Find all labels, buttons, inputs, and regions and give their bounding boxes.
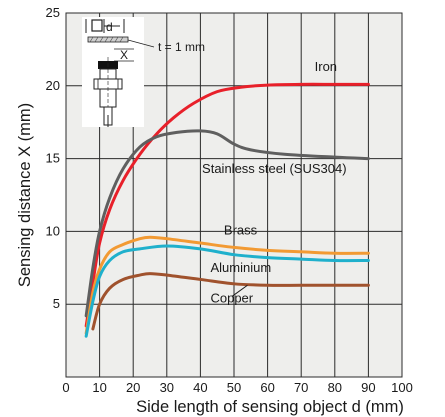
series-line-3 [84,244,370,338]
x-tick-label: 10 [92,380,106,395]
inset-thickness-label: t = 1 mm [158,40,205,54]
series-line-2 [84,235,370,335]
inset-d-label: d [106,20,113,34]
sensor-diagram: d t = 1 mm X [82,17,205,127]
series-line-0 [84,82,370,328]
series-label-2: Brass [224,222,258,237]
series-label-3: Aluminium [210,260,271,275]
x-tick-label: 70 [294,380,308,395]
inset-x-label: X [120,48,128,62]
x-tick-label: 60 [260,380,274,395]
y-tick-label: 25 [46,5,60,20]
series-lines [84,82,370,338]
grid [65,12,403,378]
series-labels: Iron Stainless steel (SUS304) Brass Alumini… [202,59,347,306]
x-tick-label: 80 [328,380,342,395]
x-tick-label: 90 [361,380,375,395]
x-tick-label: 50 [227,380,241,395]
tick-labels: 0 10 20 30 40 50 60 70 80 90 100 5 10 15 20 25 [46,5,413,395]
series-label-1: Stainless steel (SUS304) [202,161,347,176]
x-axis-label: Side length of sensing object d (mm) [136,398,404,416]
series-label-0: Iron [315,59,337,74]
series-line-4 [91,272,370,331]
y-tick-label: 15 [46,151,60,166]
y-tick-label: 10 [46,223,60,238]
axis-labels: Side length of sensing object d (mm) Sen… [16,103,404,416]
x-tick-label: 40 [193,380,207,395]
x-tick-label: 0 [62,380,69,395]
copper-leader-line [232,284,248,297]
x-tick-label: 30 [160,380,174,395]
y-tick-label: 5 [53,296,60,311]
y-axis-label: Sensing distance X (mm) [16,103,34,287]
y-tick-label: 20 [46,78,60,93]
series-line-1 [84,129,370,318]
x-tick-label: 20 [126,380,140,395]
plot-frame [65,12,403,378]
x-tick-label: 100 [391,380,413,395]
series-label-4: Copper [210,291,253,306]
